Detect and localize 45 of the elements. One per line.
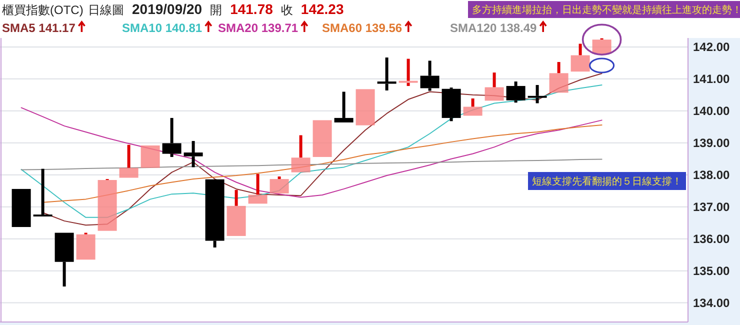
- y-tick-label: 139.00: [693, 136, 730, 150]
- candlestick: [442, 88, 461, 122]
- y-tick-label: 140.00: [693, 104, 730, 118]
- chart-subtitle: 日線圖 2019/09/20 開 141.78 收 142.23: [88, 1, 344, 17]
- text: SMA20 139.71: [218, 21, 298, 35]
- y-tick-label: 141.00: [693, 72, 730, 86]
- candlestick: [291, 135, 310, 172]
- annotation: 短線支撐先看翻揚的５日線支撐！: [532, 176, 682, 188]
- candlestick: [549, 62, 568, 93]
- candlestick: [570, 44, 590, 72]
- line-series: [20, 107, 602, 198]
- candlestick: [528, 85, 547, 104]
- text: SMA120 138.49: [450, 21, 538, 35]
- candlestick: [248, 174, 268, 204]
- candlestick: [312, 120, 332, 157]
- candlestick: [162, 118, 182, 157]
- y-tick-label: 138.00: [693, 168, 730, 182]
- text: SMA10 140.81: [122, 21, 202, 35]
- candlestick: [12, 188, 31, 228]
- candlestick: [420, 60, 440, 91]
- candlestick: [205, 179, 224, 248]
- text: 多方持續進場拉抬，日出走勢不變就是持續往上進攻的走勢！: [472, 4, 740, 16]
- candlestick: [54, 232, 74, 286]
- candlestick: [270, 176, 289, 194]
- candlestick: [463, 98, 482, 116]
- y-tick-label: 137.00: [693, 200, 730, 214]
- candlestick: [356, 89, 375, 126]
- candlestick: [33, 168, 52, 216]
- candlestick: [334, 92, 354, 122]
- line-series: [42, 124, 602, 203]
- text: SMA5 141.17: [2, 21, 76, 35]
- chart-title: 櫃買指數(OTC): [2, 3, 84, 17]
- candlestick: [226, 190, 246, 236]
- candlestick: [76, 232, 96, 260]
- candlestick: [119, 144, 138, 178]
- candlestick: [98, 179, 117, 231]
- candlestick: [484, 72, 504, 101]
- y-tick-label: 135.00: [693, 264, 730, 278]
- y-tick-label: 134.00: [693, 296, 730, 310]
- y-tick-label: 142.00: [693, 40, 730, 54]
- candlestick: [398, 58, 418, 86]
- text: SMA60 139.56: [322, 21, 402, 35]
- y-tick-label: 136.00: [693, 232, 730, 246]
- candlestick: [140, 145, 160, 168]
- candlestick: [184, 140, 203, 168]
